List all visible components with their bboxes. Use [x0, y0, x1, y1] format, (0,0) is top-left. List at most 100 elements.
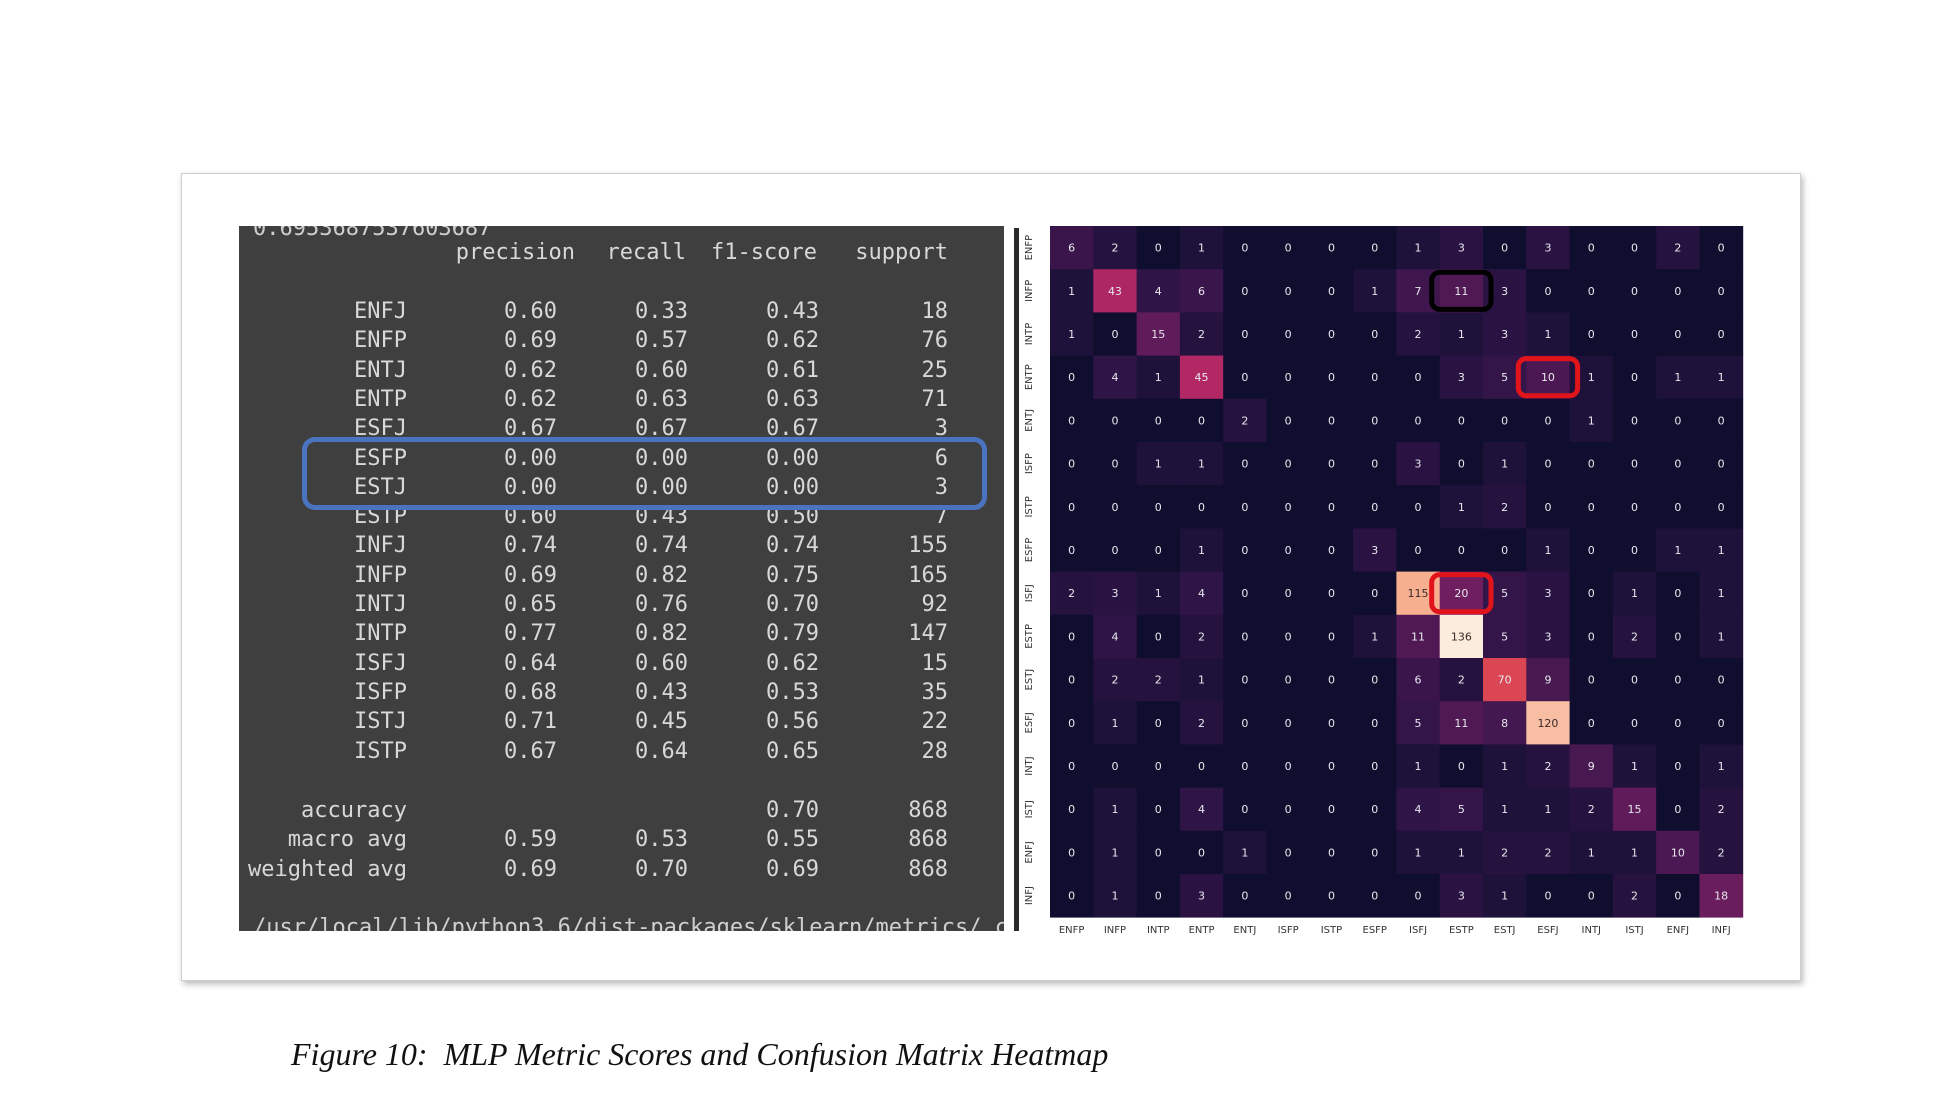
heatmap-cell-value: 1	[1111, 717, 1118, 730]
report-bottom-partial-line: /usr/local/lib/python3.6/dist-packages/s…	[253, 915, 1004, 931]
heatmap-cell	[1093, 398, 1137, 443]
heatmap-cell	[1223, 528, 1267, 572]
heatmap-cell-value: 1	[1544, 544, 1551, 557]
heatmap-cell	[1266, 398, 1311, 443]
heatmap-cell-value: 0	[1285, 414, 1292, 427]
heatmap-cell-value: 0	[1674, 414, 1681, 427]
report-cell-f1: 0.70	[766, 798, 819, 823]
heatmap-cell	[1656, 744, 1700, 788]
heatmap-cell	[1439, 442, 1484, 486]
heatmap-cell-value: 1	[1588, 846, 1595, 859]
heatmap-cell	[1266, 830, 1311, 875]
heatmap-cell	[1050, 614, 1094, 659]
heatmap-cell-value: 2	[1068, 587, 1075, 600]
heatmap-cell	[1309, 744, 1354, 788]
report-row: ENTJ 0.62 0.60 0.61 25	[239, 356, 1004, 385]
heatmap-cell-value: 0	[1631, 458, 1638, 471]
heatmap-cell	[1569, 830, 1614, 875]
heatmap-cell	[1526, 226, 1570, 270]
report-cell-label: INFJ	[354, 533, 407, 559]
heatmap-cell-value: 0	[1371, 371, 1378, 384]
report-cell-precision: 0.69	[504, 562, 557, 588]
heatmap-cell-value: 0	[1371, 242, 1378, 255]
heatmap-cell-value: 0	[1285, 846, 1292, 859]
heatmap-cell-value: 0	[1068, 414, 1075, 427]
heatmap-cell-value: 0	[1458, 414, 1465, 427]
report-row: ENTP 0.62 0.63 0.63 71	[239, 385, 1004, 414]
report-summary-row: macro avg 0.59 0.53 0.55 868	[239, 825, 1004, 854]
report-cell-precision: 0.62	[504, 357, 557, 383]
heatmap-cell-value: 1	[1718, 587, 1725, 600]
heatmap-cell-value: 0	[1241, 501, 1248, 514]
heatmap-cell	[1136, 571, 1181, 616]
heatmap-cell	[1656, 571, 1700, 616]
heatmap-cell	[1136, 312, 1181, 356]
heatmap-cell	[1179, 658, 1224, 702]
heatmap-cell	[1483, 830, 1527, 875]
heatmap-cell	[1612, 658, 1657, 702]
report-cell-label: INFP	[354, 562, 407, 588]
heatmap-cell	[1353, 398, 1397, 443]
heatmap-cell	[1136, 269, 1181, 313]
heatmap-cell	[1266, 485, 1311, 529]
heatmap-cell-value: 0	[1068, 630, 1075, 643]
heatmap-cell-value: 2	[1415, 328, 1422, 341]
heatmap-cell-value: 0	[1371, 414, 1378, 427]
report-cell-label: ESTJ	[354, 474, 407, 500]
heatmap-cell-value: 3	[1501, 285, 1508, 298]
heatmap-cell	[1439, 571, 1484, 616]
heatmap-cell-value: 6	[1415, 674, 1422, 687]
heatmap-cell-value: 1	[1501, 458, 1508, 471]
heatmap-cell	[1612, 744, 1657, 788]
heatmap-cell-value: 120	[1537, 717, 1558, 730]
heatmap-cell	[1569, 485, 1614, 529]
heatmap-cell	[1396, 226, 1441, 270]
heatmap-cell-value: 0	[1544, 414, 1551, 427]
report-cell-recall: 0.53	[635, 827, 688, 853]
heatmap-cell	[1569, 312, 1614, 356]
heatmap-cell	[1569, 226, 1614, 270]
heatmap-cell-value: 0	[1328, 674, 1335, 687]
heatmap-cell	[1223, 571, 1267, 616]
report-summary-row: accuracy 0.70 868	[239, 796, 1004, 825]
heatmap-cell-value: 0	[1328, 242, 1335, 255]
heatmap-x-tick-label: ISFP	[1278, 925, 1299, 936]
heatmap-cell	[1093, 874, 1137, 918]
report-cell-label: macro avg	[287, 827, 407, 853]
heatmap-cell-value: 0	[1068, 760, 1075, 773]
heatmap-cell	[1439, 269, 1484, 313]
heatmap-cell	[1093, 442, 1137, 486]
heatmap-cell	[1223, 269, 1267, 313]
heatmap-cell-value: 0	[1068, 890, 1075, 903]
heatmap-cell	[1439, 528, 1484, 572]
heatmap-cell-value: 2	[1674, 242, 1681, 255]
report-cell-support: 76	[921, 328, 949, 354]
heatmap-cell-value: 0	[1588, 501, 1595, 514]
heatmap-cell-value: 5	[1415, 717, 1422, 730]
heatmap-cell	[1612, 528, 1657, 572]
heatmap-cell	[1093, 312, 1137, 356]
heatmap-cell	[1266, 874, 1311, 918]
heatmap-cell	[1223, 787, 1267, 832]
heatmap-cell-value: 1	[1501, 890, 1508, 903]
heatmap-cell-value: 0	[1155, 846, 1162, 859]
heatmap-cell	[1612, 398, 1657, 443]
heatmap-cell-value: 0	[1371, 760, 1378, 773]
heatmap-cell	[1136, 442, 1181, 486]
heatmap-cell	[1699, 830, 1744, 875]
heatmap-cell-value: 0	[1415, 501, 1422, 514]
heatmap-cell-value: 0	[1241, 328, 1248, 341]
heatmap-cell-value: 0	[1718, 414, 1725, 427]
heatmap-cell	[1483, 658, 1527, 702]
report-cell-support: 92	[921, 592, 949, 617]
heatmap-cell	[1266, 571, 1311, 616]
heatmap-cell	[1396, 485, 1441, 529]
heatmap-cell-value: 1	[1631, 760, 1638, 773]
heatmap-cell	[1093, 269, 1137, 313]
heatmap-cell-value: 1	[1241, 846, 1248, 859]
report-cell-f1: 0.62	[766, 650, 819, 676]
heatmap-cell-value: 0	[1371, 458, 1378, 471]
heatmap-cell	[1179, 744, 1224, 788]
heatmap-cell-value: 6	[1198, 285, 1205, 298]
heatmap-cell	[1353, 355, 1397, 400]
